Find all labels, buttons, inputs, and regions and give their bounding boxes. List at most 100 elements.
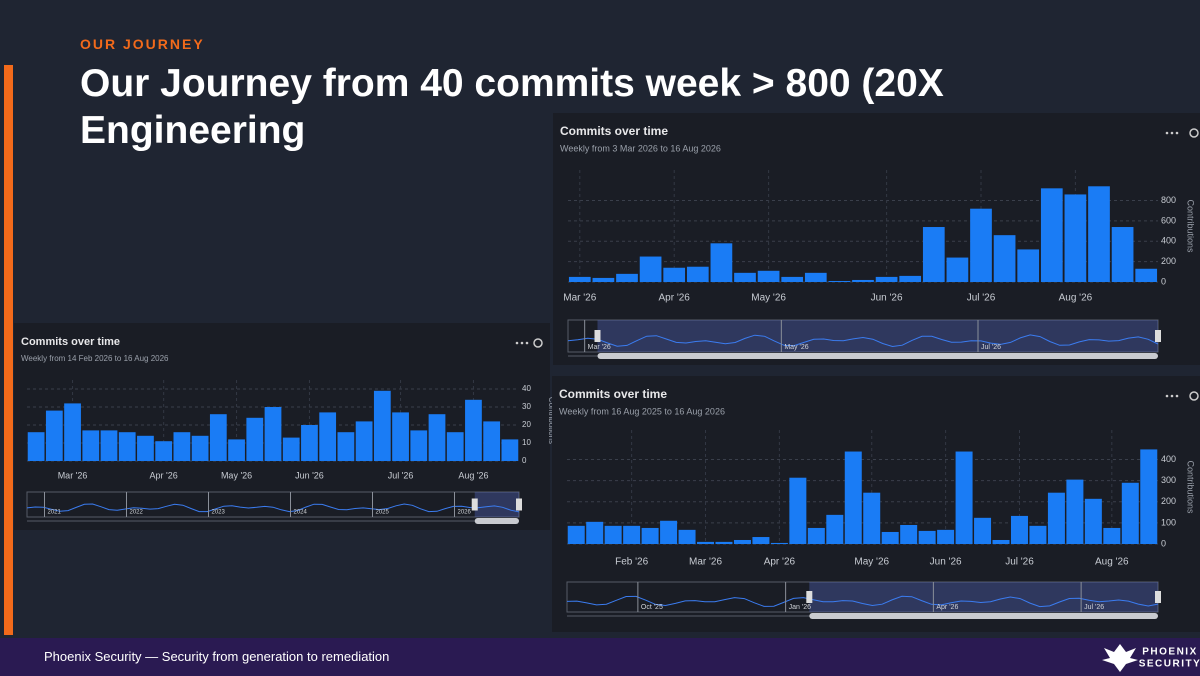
bar: [301, 425, 318, 461]
bar: [616, 273, 638, 282]
bar: [992, 539, 1010, 544]
footer: Phoenix Security — Security from generat…: [0, 638, 1200, 676]
y-tick-label: 200: [1161, 256, 1176, 266]
navigator-label: 2025: [376, 510, 390, 516]
navigator-label: 2024: [294, 510, 308, 516]
bar: [446, 432, 464, 461]
handle: [594, 330, 601, 342]
x-tick-label: Jul '26: [967, 293, 996, 304]
y-tick-label: 10: [522, 438, 531, 447]
bar: [1088, 186, 1110, 282]
bar: [1029, 525, 1047, 544]
bar: [1103, 527, 1121, 544]
menu-dot: [1165, 394, 1169, 398]
navigator-label: Mar '26: [588, 344, 611, 351]
navigator-label: Jan '26: [789, 604, 811, 611]
x-tick-label: Apr '26: [659, 293, 691, 304]
x-tick-label: Jun '26: [295, 470, 324, 480]
navigator-label: Apr '26: [936, 604, 958, 611]
bar: [355, 421, 373, 461]
bar: [137, 435, 154, 461]
bar: [586, 521, 604, 544]
chart-subtitle: Weekly from 14 Feb 2026 to 16 Aug 2026: [21, 354, 169, 363]
handle: [471, 498, 478, 511]
navigator-selection: [474, 492, 519, 517]
y-tick-label: 800: [1161, 195, 1176, 205]
chart-panel: [14, 323, 550, 530]
bar: [264, 407, 282, 461]
bar: [282, 437, 300, 461]
bar: [899, 275, 922, 282]
bar: [337, 432, 355, 461]
x-tick-label: Jul '26: [388, 470, 414, 480]
navigator-label: 2023: [212, 510, 226, 516]
bar: [752, 537, 770, 544]
bar: [715, 541, 733, 544]
bar: [209, 414, 227, 461]
bar: [789, 477, 807, 544]
navigator-label: 2026: [458, 510, 472, 516]
menu-dot: [1170, 394, 1174, 398]
x-tick-label: Mar '26: [58, 470, 88, 480]
bar: [27, 432, 45, 461]
bar: [118, 432, 136, 461]
navigator-label: Jul '26: [1084, 604, 1104, 611]
bar: [1010, 515, 1028, 544]
bar: [937, 529, 955, 544]
y-tick-label: 200: [1161, 496, 1176, 506]
bar: [922, 227, 945, 282]
bar: [568, 276, 591, 282]
y-tick-label: 600: [1161, 215, 1176, 225]
bar: [697, 541, 715, 544]
menu-dot: [1175, 394, 1179, 398]
bar: [1084, 498, 1102, 544]
bar: [1111, 227, 1134, 282]
bar: [1047, 492, 1065, 544]
navigator-selection: [597, 320, 1158, 352]
y-tick-label: 0: [1161, 276, 1166, 286]
x-tick-label: Feb '26: [615, 557, 648, 568]
menu-dot: [1170, 131, 1174, 135]
bar: [781, 276, 804, 282]
x-tick-label: Mar '26: [689, 557, 722, 568]
x-tick-label: Aug '26: [1059, 293, 1093, 304]
chart-title: Commits over time: [559, 387, 667, 401]
bar: [246, 417, 264, 461]
bar: [228, 439, 245, 461]
navigator-line: [567, 334, 1159, 348]
bar: [734, 272, 756, 282]
logo: PHOENIX SECURITY: [1102, 644, 1200, 672]
bar: [465, 399, 482, 461]
x-tick-label: Apr '26: [764, 557, 796, 568]
settings-icon: [1189, 128, 1199, 138]
bar: [828, 280, 851, 282]
bar: [373, 390, 391, 461]
bar: [663, 267, 686, 282]
bar: [852, 279, 874, 282]
y-tick-label: 20: [522, 420, 531, 429]
navigator-label: Oct '25: [641, 604, 663, 611]
x-tick-label: Jul '26: [1005, 557, 1034, 568]
bar: [1121, 482, 1139, 544]
bar: [993, 235, 1016, 282]
chart-title: Commits over time: [21, 336, 120, 348]
x-tick-label: Jun '26: [930, 557, 962, 568]
y-tick-label: 300: [1161, 475, 1176, 485]
bar: [1064, 194, 1087, 282]
chart-subtitle: Weekly from 16 Aug 2025 to 16 Aug 2026: [559, 406, 725, 416]
charts: Commits over time Weekly from 3 Mar 2026 …: [4, 65, 1200, 635]
bar: [918, 530, 936, 544]
scrollbar-thumb: [809, 613, 1158, 619]
y-tick-label: 400: [1161, 454, 1176, 464]
bar: [686, 266, 709, 282]
bar: [946, 257, 969, 282]
y-axis-label: Contributions: [1186, 199, 1196, 253]
bar: [191, 435, 209, 461]
bar: [567, 525, 585, 544]
bar: [770, 542, 788, 544]
bar: [970, 208, 992, 282]
bar: [100, 430, 118, 461]
bar: [45, 410, 63, 461]
navigator-selection: [809, 582, 1158, 612]
